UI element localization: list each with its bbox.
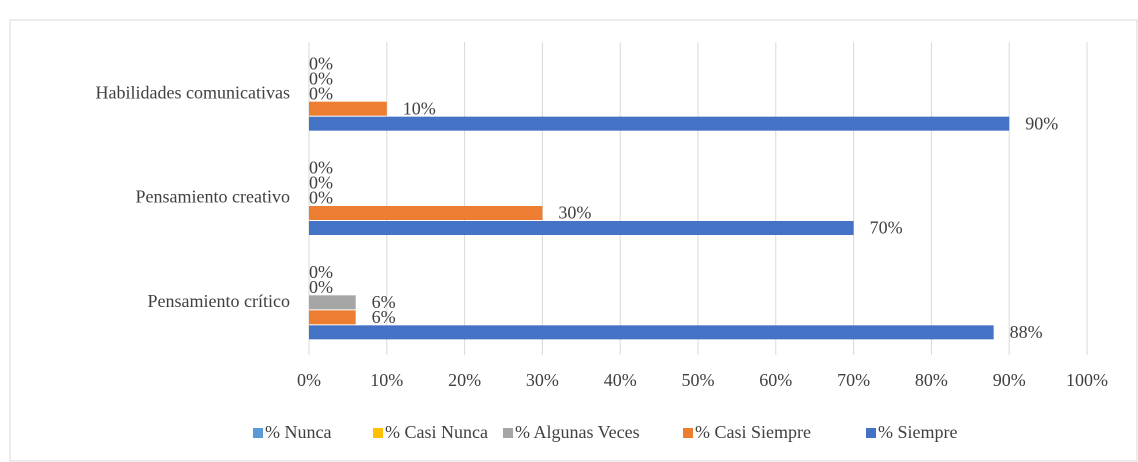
data-label: 6% (372, 307, 396, 327)
data-label: 0% (309, 188, 333, 208)
data-label: 10% (403, 98, 436, 118)
x-tick-label: 50% (682, 370, 715, 390)
data-label: 0% (309, 158, 333, 178)
legend-swatch (503, 428, 513, 438)
bar (309, 206, 543, 220)
bar (309, 101, 387, 116)
data-label: 0% (309, 53, 333, 73)
data-label: 0% (309, 83, 333, 103)
x-tick-label: 60% (759, 370, 792, 390)
data-label: 0% (309, 262, 333, 282)
data-label: 6% (372, 292, 396, 312)
x-tick-label: 90% (993, 370, 1026, 390)
data-label: 30% (558, 203, 591, 223)
x-tick-label: 20% (448, 370, 481, 390)
data-label: 90% (1025, 113, 1058, 133)
x-tick-label: 100% (1066, 370, 1108, 390)
bar (309, 295, 356, 310)
legend-swatch (866, 428, 876, 438)
category-label: Habilidades comunicativas (96, 82, 290, 102)
data-label: 88% (1010, 322, 1043, 342)
chart-frame (9, 19, 1138, 462)
x-tick-label: 40% (604, 370, 637, 390)
x-tick-label: 70% (837, 370, 870, 390)
legend-label: % Siempre (878, 422, 957, 442)
data-label: 0% (309, 277, 333, 297)
data-label: 70% (870, 218, 903, 238)
x-tick-label: 80% (915, 370, 948, 390)
legend-swatch (373, 428, 383, 438)
data-label: 0% (309, 68, 333, 88)
legend-swatch (683, 428, 693, 438)
bar (309, 221, 854, 235)
x-tick-label: 10% (370, 370, 403, 390)
category-label: Pensamiento crítico (148, 291, 290, 311)
bar (309, 325, 994, 340)
bar (309, 310, 356, 325)
legend-label: % Casi Siempre (695, 422, 811, 442)
data-label: 0% (309, 173, 333, 193)
bar (309, 116, 1010, 131)
category-label: Pensamiento creativo (136, 187, 290, 207)
x-tick-label: 30% (526, 370, 559, 390)
legend-label: % Casi Nunca (385, 422, 488, 442)
legend-label: % Nunca (265, 422, 331, 442)
x-tick-label: 0% (297, 370, 321, 390)
legend-label: % Algunas Veces (515, 422, 640, 442)
legend-swatch (253, 428, 263, 438)
